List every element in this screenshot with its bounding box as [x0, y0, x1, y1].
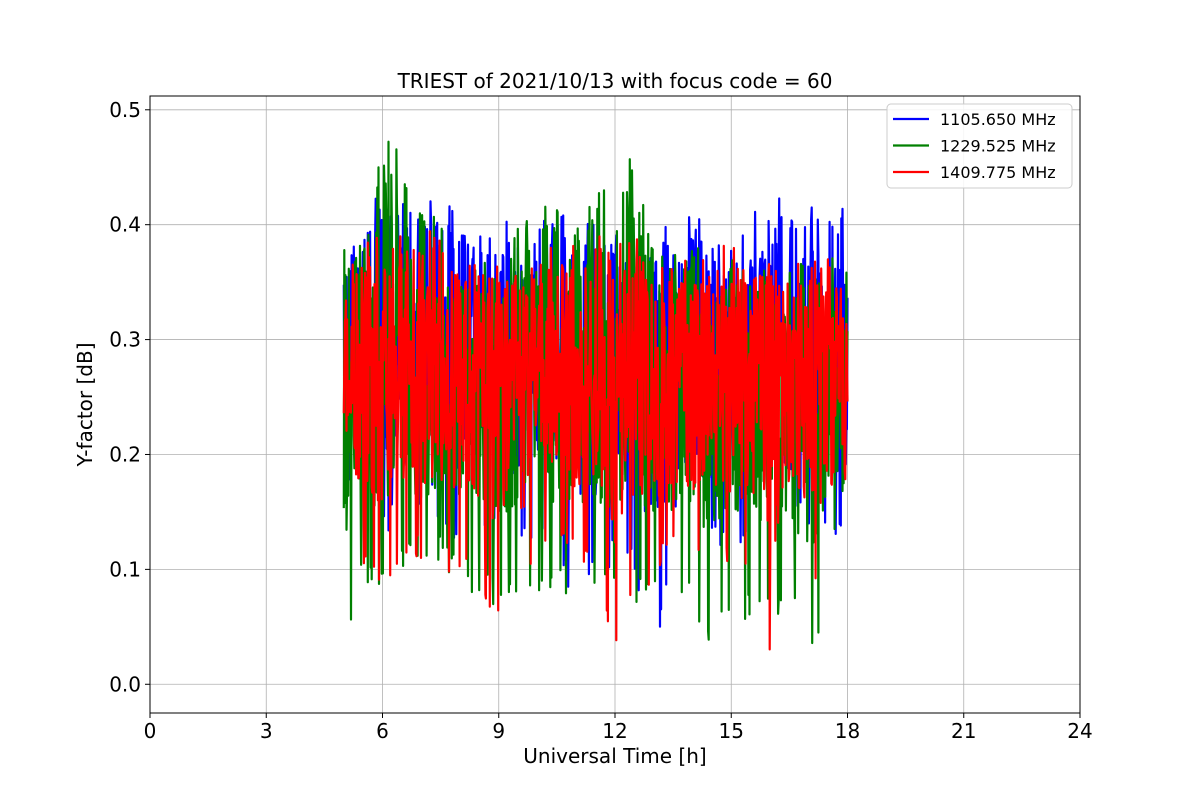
- y-tick-label: 0.1: [109, 557, 141, 581]
- plot-series-area: [342, 140, 849, 651]
- legend-label: 1105.650 MHz: [940, 110, 1056, 129]
- x-tick-label: 15: [719, 719, 744, 743]
- x-tick-label: 21: [951, 719, 976, 743]
- legend: 1105.650 MHz 1229.525 MHz 1409.775 MHz: [886, 103, 1073, 189]
- x-tick-label: 6: [376, 719, 389, 743]
- series-line-3: [342, 230, 849, 651]
- y-axis-label: Y-factor [dB]: [73, 342, 97, 467]
- y-tick-label: 0.2: [109, 442, 141, 466]
- x-axis-label: Universal Time [h]: [523, 744, 706, 768]
- x-tick-label: 3: [260, 719, 273, 743]
- y-tick-label: 0.4: [109, 213, 141, 237]
- y-tick-label: 0.3: [109, 328, 141, 352]
- legend-label: 1229.525 MHz: [940, 137, 1056, 156]
- y-tick-label: 0.5: [109, 98, 141, 122]
- axis-ticks: 0 3 6 9 12 15 18 21 24 0.0 0.1 0.2 0.3 0.4 0.5: [109, 98, 1093, 743]
- legend-box: [886, 103, 1073, 189]
- x-tick-label: 0: [144, 719, 157, 743]
- x-tick-label: 12: [602, 719, 627, 743]
- chart-title: TRIEST of 2021/10/13 with focus code = 6…: [397, 69, 833, 93]
- x-tick-label: 24: [1067, 719, 1092, 743]
- x-tick-label: 9: [492, 719, 505, 743]
- legend-label: 1409.775 MHz: [940, 163, 1056, 182]
- y-tick-label: 0.0: [109, 672, 141, 696]
- x-tick-label: 18: [835, 719, 860, 743]
